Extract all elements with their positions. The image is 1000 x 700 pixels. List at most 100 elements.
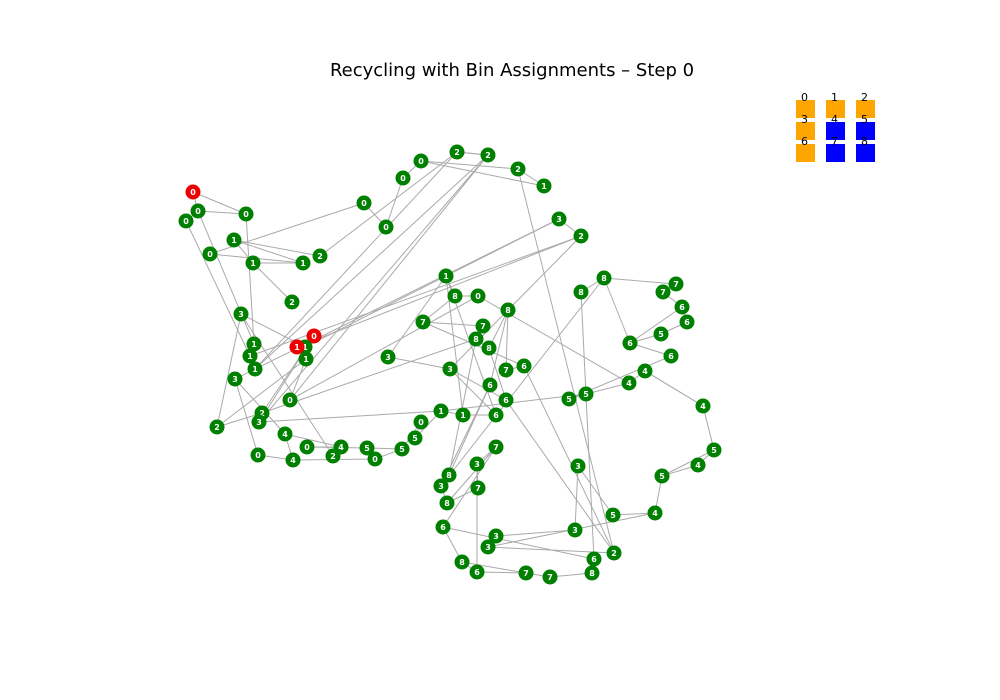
edge-layer (185, 151, 715, 578)
node-label: 7 (503, 366, 509, 375)
node-label: 5 (711, 446, 717, 455)
node-label: 8 (486, 344, 492, 353)
node-label: 4 (290, 456, 296, 465)
item-node: 6 (482, 377, 498, 393)
graph-edge (216, 412, 263, 428)
node-label: 7 (420, 318, 426, 327)
node-label: 7 (475, 484, 481, 493)
node-label: 1 (247, 352, 253, 361)
item-node: 6 (679, 314, 695, 330)
node-label: 7 (493, 443, 499, 452)
graph-edge (442, 526, 595, 560)
bin-2: 2 (856, 91, 875, 118)
node-circle (606, 545, 622, 561)
graph-edge (258, 410, 442, 423)
node-label: 0 (243, 210, 249, 219)
node-label: 5 (566, 395, 572, 404)
item-node: 6 (674, 299, 690, 315)
node-circle (605, 507, 621, 523)
node-circle (498, 362, 514, 378)
bin-square (826, 100, 845, 118)
item-node: 1 (295, 255, 311, 271)
node-label: 4 (652, 509, 658, 518)
node-label: 1 (302, 343, 308, 352)
node-label: 3 (485, 543, 491, 552)
node-circle (394, 441, 410, 457)
node-label: 0 (383, 223, 389, 232)
node-circle (469, 456, 485, 472)
graph-edge (234, 218, 560, 380)
node-label: 0 (372, 455, 378, 464)
bin-7: 7 (826, 135, 845, 162)
item-node: 7 (542, 569, 558, 585)
item-node: 5 (561, 391, 577, 407)
graph-edge (476, 571, 527, 574)
node-circle (567, 522, 583, 538)
node-circle (247, 361, 263, 377)
item-node: 8 (573, 284, 589, 300)
node-label: 8 (589, 569, 595, 578)
node-label: 6 (440, 523, 446, 532)
node-label: 5 (399, 445, 405, 454)
node-label: 3 (474, 460, 480, 469)
graph-edge (233, 239, 321, 257)
node-circle (621, 375, 637, 391)
node-circle (367, 451, 383, 467)
node-circle (469, 564, 485, 580)
item-node: 6 (488, 407, 504, 423)
item-node: 6 (435, 519, 451, 535)
item-node: 5 (605, 507, 621, 523)
item-node: 3 (567, 522, 583, 538)
node-circle (570, 458, 586, 474)
item-node: 2 (312, 248, 328, 264)
node-circle (185, 184, 201, 200)
bin-8: 8 (856, 135, 875, 162)
node-circle (289, 339, 305, 355)
bin-label: 6 (801, 135, 808, 148)
node-circle (542, 569, 558, 585)
item-node: 8 (468, 331, 484, 347)
item-node: 2 (480, 147, 496, 163)
node-circle (242, 348, 258, 364)
node-circle (227, 371, 243, 387)
node-circle (238, 206, 254, 222)
item-node: 1 (536, 178, 552, 194)
node-label: 8 (446, 471, 452, 480)
graph-edge (489, 309, 509, 386)
node-circle (277, 426, 293, 442)
item-node: 6 (622, 335, 638, 351)
graph-edge (385, 177, 404, 228)
node-circle (378, 219, 394, 235)
node-label: 0 (190, 188, 196, 197)
graph-edge (197, 210, 247, 215)
graph-edge (517, 168, 615, 554)
node-circle (482, 377, 498, 393)
node-label: 8 (578, 288, 584, 297)
node-circle (333, 439, 349, 455)
item-node: 0 (356, 195, 372, 211)
item-node: 7 (475, 318, 491, 334)
graph-edge (661, 449, 715, 477)
node-circle (295, 255, 311, 271)
graph-edge (420, 160, 545, 187)
chart-title: Recycling with Bin Assignments – Step 0 (330, 60, 694, 81)
graph-edge (449, 368, 497, 416)
bin-4: 4 (826, 113, 845, 140)
graph-edge (702, 405, 715, 451)
item-node: 6 (586, 551, 602, 567)
bin-square (826, 122, 845, 140)
node-label: 0 (207, 250, 213, 259)
item-node: 5 (394, 441, 410, 457)
graph-edge (644, 370, 704, 407)
node-circle (655, 284, 671, 300)
node-label: 6 (493, 411, 499, 420)
item-node: 3 (488, 528, 504, 544)
node-circle (306, 328, 322, 344)
node-circle (251, 414, 267, 430)
node-circle (480, 539, 496, 555)
item-node: 3 (570, 458, 586, 474)
item-node: 5 (359, 440, 375, 456)
node-label: 1 (231, 236, 237, 245)
item-node: 0 (378, 219, 394, 235)
node-circle (488, 407, 504, 423)
